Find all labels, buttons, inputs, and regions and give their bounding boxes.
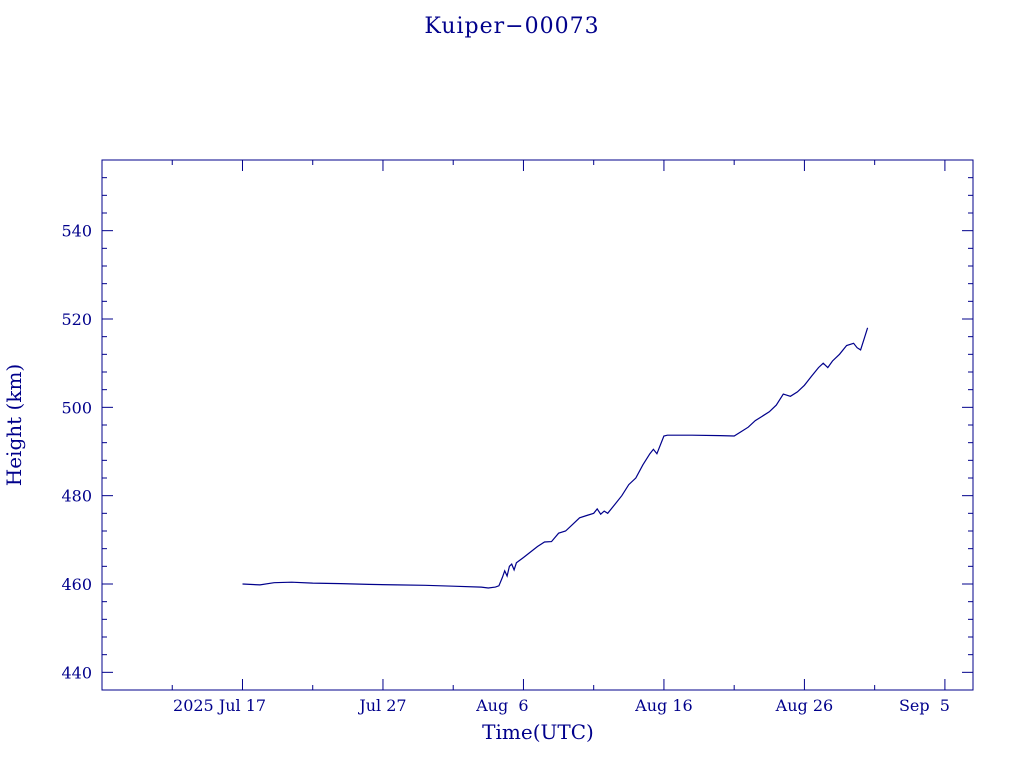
y-axis-title: Height (km)	[2, 364, 26, 486]
x-tick-label: Aug 16	[634, 696, 693, 715]
y-tick-label: 460	[61, 575, 92, 594]
x-axis-title: Time(UTC)	[482, 720, 594, 744]
chart-title: Kuiper−00073	[424, 14, 600, 39]
y-tick-label: 520	[61, 310, 92, 329]
x-tick-label: Sep 5	[899, 696, 950, 715]
series-line	[242, 327, 869, 589]
x-tick-label: 2025 Jul 17	[173, 696, 266, 715]
x-tick-label: Aug 6	[475, 696, 528, 715]
plot-frame	[101, 159, 974, 691]
x-tick-label: Aug 26	[775, 696, 834, 715]
y-tick-label: 500	[61, 398, 92, 417]
x-tick-label: Jul 27	[357, 696, 406, 715]
y-tick-label: 480	[61, 487, 92, 506]
y-tick-label: 540	[61, 222, 92, 241]
y-axis: 440 460 480 500 520 540	[61, 159, 973, 691]
x-axis: 2025 Jul 17 Jul 27 Aug 6 Aug 16 Aug 26 Sep 5	[171, 160, 950, 715]
y-tick-label: 440	[61, 663, 92, 682]
